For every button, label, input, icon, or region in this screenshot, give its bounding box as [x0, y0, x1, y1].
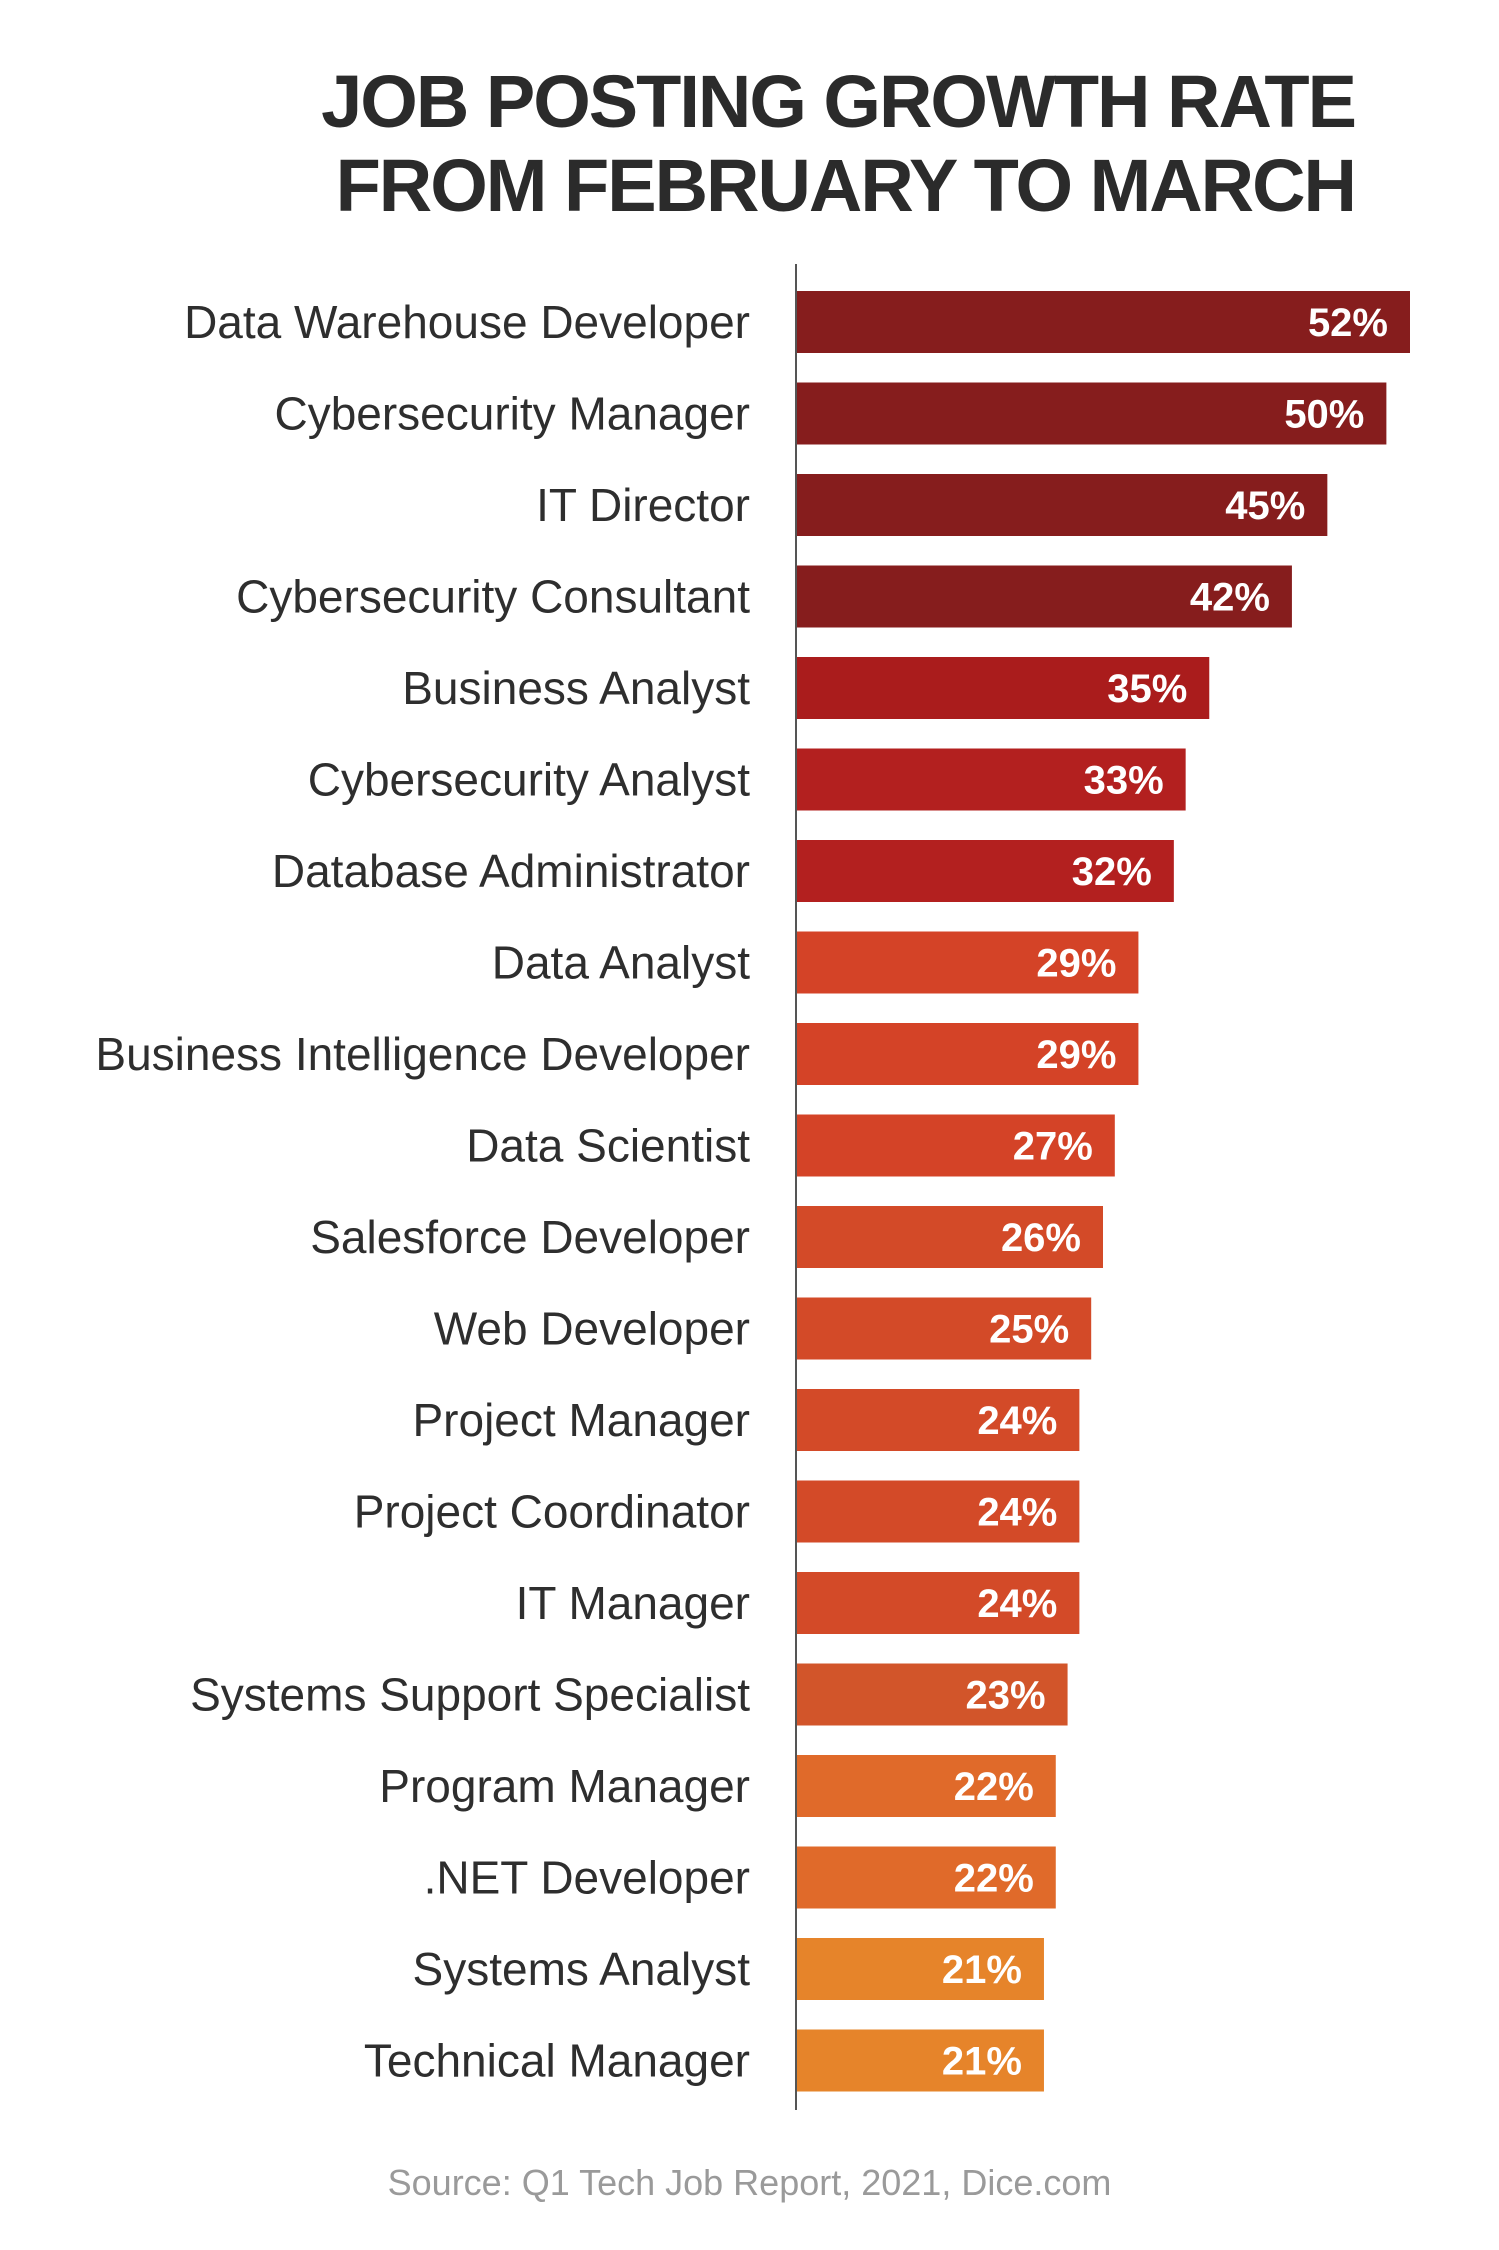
category-label-11: Web Developer [434, 1303, 750, 1355]
category-label-3: Cybersecurity Consultant [236, 571, 750, 623]
bar-value-label-7: 29% [1036, 942, 1116, 986]
category-label-0: Data Warehouse Developer [184, 296, 750, 348]
bar-16 [796, 1755, 1056, 1817]
bar-value-label-0: 52% [1308, 301, 1388, 345]
bar-value-label-18: 21% [942, 1948, 1022, 1992]
category-label-19: Technical Manager [364, 2035, 750, 2087]
chart-title: JOB POSTING GROWTH RATE FROM FEBRUARY TO… [321, 60, 1357, 228]
bars-group: 52% Data Warehouse Developer 50% Cybersecur… [95, 291, 1410, 2092]
bar-8 [796, 1023, 1139, 1085]
bar-10 [796, 1206, 1103, 1268]
title-line-2: FROM FEBRUARY TO MARCH [335, 144, 1357, 227]
bar-value-label-13: 24% [977, 1491, 1057, 1535]
category-label-6: Database Administrator [272, 845, 750, 897]
bar-3 [796, 565, 1292, 628]
category-label-1: Cybersecurity Manager [274, 388, 750, 440]
category-label-13: Project Coordinator [354, 1486, 750, 1538]
category-label-5: Cybersecurity Analyst [308, 754, 750, 806]
bar-value-label-2: 45% [1225, 484, 1305, 528]
bar-18 [796, 1938, 1044, 2000]
category-label-8: Business Intelligence Developer [95, 1028, 750, 1080]
category-label-15: Systems Support Specialist [190, 1669, 750, 1721]
category-label-4: Business Analyst [402, 662, 750, 714]
category-label-7: Data Analyst [492, 937, 750, 989]
bar-0 [796, 291, 1410, 353]
bar-value-label-5: 33% [1084, 759, 1164, 803]
bar-value-label-17: 22% [954, 1857, 1034, 1901]
bar-7 [796, 931, 1139, 994]
bar-value-label-16: 22% [954, 1765, 1034, 1809]
bar-14 [796, 1572, 1080, 1634]
bar-value-label-12: 24% [977, 1399, 1057, 1443]
bar-value-label-4: 35% [1107, 667, 1187, 711]
category-label-14: IT Manager [516, 1577, 750, 1629]
bar-value-label-9: 27% [1013, 1125, 1093, 1169]
bar-value-label-11: 25% [989, 1308, 1069, 1352]
category-label-9: Data Scientist [466, 1120, 750, 1172]
bar-chart: 52% Data Warehouse Developer 50% Cybersecur… [95, 264, 1410, 2110]
category-label-12: Project Manager [413, 1394, 751, 1446]
category-label-2: IT Director [536, 479, 750, 531]
bar-19 [796, 2029, 1044, 2092]
category-label-16: Program Manager [379, 1760, 750, 1812]
bar-value-label-3: 42% [1190, 576, 1270, 620]
bar-value-label-10: 26% [1001, 1216, 1081, 1260]
bar-value-label-19: 21% [942, 2040, 1022, 2084]
bar-value-label-6: 32% [1072, 850, 1152, 894]
bar-6 [796, 840, 1174, 902]
bar-value-label-1: 50% [1284, 393, 1364, 437]
title-line-1: JOB POSTING GROWTH RATE [321, 60, 1357, 143]
bar-17 [796, 1846, 1056, 1909]
bar-value-label-8: 29% [1036, 1033, 1116, 1077]
bar-1 [796, 382, 1387, 445]
bar-4 [796, 657, 1210, 719]
bar-11 [796, 1297, 1092, 1360]
bar-value-label-14: 24% [977, 1582, 1057, 1626]
bar-5 [796, 748, 1186, 811]
bar-2 [796, 474, 1328, 536]
bar-15 [796, 1663, 1068, 1726]
category-label-18: Systems Analyst [413, 1943, 751, 1995]
bar-value-label-15: 23% [966, 1674, 1046, 1718]
source-note: Source: Q1 Tech Job Report, 2021, Dice.c… [387, 2162, 1112, 2203]
bar-9 [796, 1114, 1115, 1177]
bar-13 [796, 1480, 1080, 1543]
bar-12 [796, 1389, 1080, 1451]
category-label-17: .NET Developer [424, 1852, 750, 1904]
category-label-10: Salesforce Developer [310, 1211, 750, 1263]
